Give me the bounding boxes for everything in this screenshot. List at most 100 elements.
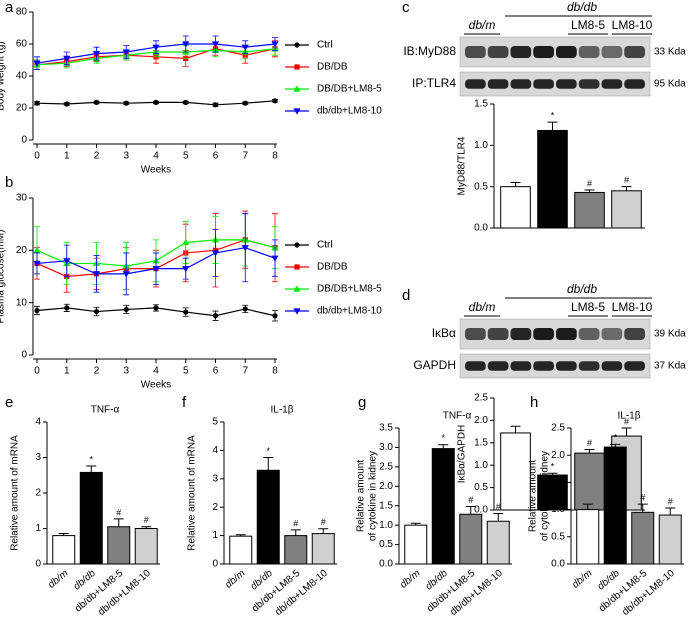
blot-group-label: LM8-10 — [612, 18, 653, 32]
bar — [631, 511, 655, 565]
bar — [537, 474, 568, 511]
y-tick-label: 1.0 — [551, 504, 565, 515]
bar — [459, 513, 483, 565]
x-tick-label: 3 — [123, 366, 129, 377]
panel-label: e — [5, 394, 13, 411]
legend-marker — [294, 64, 300, 70]
y-tick-label: 30 — [16, 193, 28, 204]
bar — [404, 524, 428, 565]
error-bar — [235, 534, 246, 537]
blot-band — [487, 79, 509, 89]
x-tick-label: 6 — [213, 366, 219, 377]
x-tick-label: db/m — [398, 568, 422, 591]
significance-mark: * — [441, 433, 445, 443]
significance-mark: # — [116, 507, 121, 517]
y-axis-label: Relative amount — [356, 460, 367, 532]
y-tick-label: 3 — [212, 473, 218, 484]
significance-mark: # — [624, 175, 629, 185]
data-point — [63, 258, 71, 265]
y-tick-label: 0.0 — [474, 223, 488, 234]
blot-row-label: IκBα — [432, 326, 456, 340]
data-point — [33, 246, 41, 253]
y-tick-label: 20 — [16, 103, 28, 114]
significance-mark: # — [624, 416, 629, 426]
data-point — [183, 99, 189, 105]
x-tick-label: 0 — [34, 366, 40, 377]
bar — [79, 471, 103, 565]
data-point — [152, 266, 160, 273]
x-tick-label: 7 — [242, 151, 248, 162]
blot-row-label: GAPDH — [413, 358, 456, 372]
blot-band — [533, 328, 554, 340]
blot-band — [487, 46, 509, 58]
data-point — [64, 305, 70, 311]
legend-label: db/db+LM8-10 — [317, 306, 382, 317]
y-axis-label: Relative amount of mRNA — [10, 435, 21, 551]
error-bar — [465, 505, 476, 515]
y-tick-label: 1 — [35, 523, 41, 534]
y-tick-label: 0 — [35, 559, 41, 570]
bar — [611, 190, 642, 229]
y-tick-label: 0.5 — [379, 539, 393, 550]
blot-band — [465, 46, 486, 58]
blot-group-label: db/db — [567, 282, 597, 296]
y-tick-label: 1.5 — [474, 437, 488, 448]
error-bar — [58, 532, 69, 536]
y-axis-label: Relative amount — [528, 460, 539, 532]
y-axis-label: Body weight (g) — [0, 41, 7, 110]
data-point — [182, 266, 190, 273]
x-tick-label: 8 — [272, 366, 278, 377]
x-tick-label: 4 — [153, 151, 159, 162]
significance-mark: * — [551, 111, 555, 121]
data-point — [182, 238, 190, 246]
error-bar — [510, 182, 521, 187]
y-tick-label: 0 — [21, 350, 27, 361]
bar — [537, 129, 568, 229]
data-point — [123, 306, 129, 313]
data-point — [182, 41, 190, 48]
panel-label: c — [402, 0, 410, 16]
significance-mark: # — [640, 493, 645, 503]
error-bar — [86, 465, 97, 473]
y-tick-label: 0.0 — [379, 559, 393, 570]
y-tick-label: 1 — [212, 530, 218, 541]
legend-label: DB/DB+LM8-5 — [317, 84, 382, 95]
blot-band — [533, 361, 554, 371]
data-point — [64, 101, 70, 107]
y-axis-label: Relative amount of mRNA — [187, 435, 198, 551]
bar — [658, 514, 682, 565]
y-tick-label: 3 — [35, 452, 41, 463]
legend-label: DB/DB+LM8-5 — [317, 284, 382, 295]
panel-label: g — [358, 394, 366, 411]
error-bar — [510, 425, 521, 433]
significance-mark: # — [587, 178, 592, 188]
panel-label: f — [182, 394, 187, 411]
bar — [574, 191, 605, 229]
data-point — [212, 313, 219, 319]
data-point — [123, 100, 129, 106]
x-tick-label: db/m — [570, 568, 594, 591]
y-tick-label: 20 — [16, 245, 28, 256]
data-point — [33, 60, 41, 67]
error-bar — [582, 503, 593, 510]
x-tick-label: 8 — [272, 151, 278, 162]
data-point — [93, 99, 100, 106]
error-bar — [665, 507, 676, 516]
y-tick-label: 1.5 — [551, 477, 565, 488]
bar — [52, 535, 76, 565]
bar — [603, 446, 627, 565]
data-point — [241, 245, 249, 252]
data-point — [242, 306, 248, 312]
error-bar — [318, 528, 329, 534]
x-tick-label: 2 — [94, 366, 100, 377]
panel-label: b — [5, 174, 13, 191]
chart-title: IL-1β — [271, 405, 294, 416]
data-point — [272, 98, 278, 104]
legend-marker — [293, 108, 301, 115]
y-tick-label: 0.0 — [474, 505, 488, 516]
y-tick-label: 40 — [16, 71, 28, 82]
bar — [284, 535, 308, 565]
data-point — [271, 41, 279, 48]
